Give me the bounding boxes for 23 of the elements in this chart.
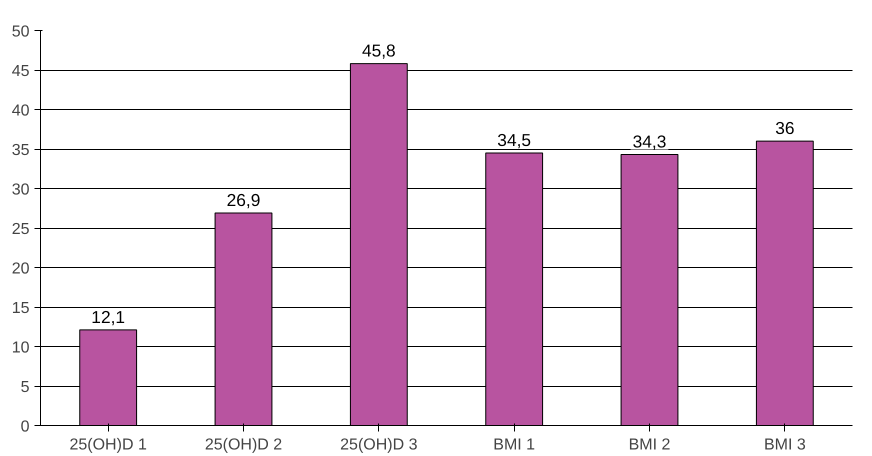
y-tick-label: 35 [12,142,30,159]
y-tick-label: 40 [12,102,30,120]
data-label: 26,9 [226,190,260,210]
data-label: 36 [775,118,794,138]
y-tick-label: 0 [20,418,30,436]
x-tick-label: 25(OH)D 1 [69,436,147,454]
data-label: 45,8 [362,40,396,61]
y-tick-label: 50 [12,24,30,40]
y-tick-label: 5 [20,379,30,396]
x-tick-label: BMI 3 [764,436,806,454]
data-label: 12,1 [91,306,126,327]
data-label: 34,5 [497,130,532,150]
y-tick-label: 30 [12,182,30,198]
data-label: 34,3 [632,132,666,152]
y-tick-label: 20 [12,260,30,278]
y-tick-label: 25 [12,221,30,238]
x-tick-label: 25(OH)D 2 [204,436,282,454]
y-tick-label: 45 [12,63,30,80]
y-tick-label: 10 [12,340,30,356]
x-tick-label: BMI 1 [493,436,536,454]
y-tick-label: 15 [12,300,30,317]
x-tick-label: BMI 2 [628,436,670,454]
x-tick-label: 25(OH)D 3 [340,436,418,454]
